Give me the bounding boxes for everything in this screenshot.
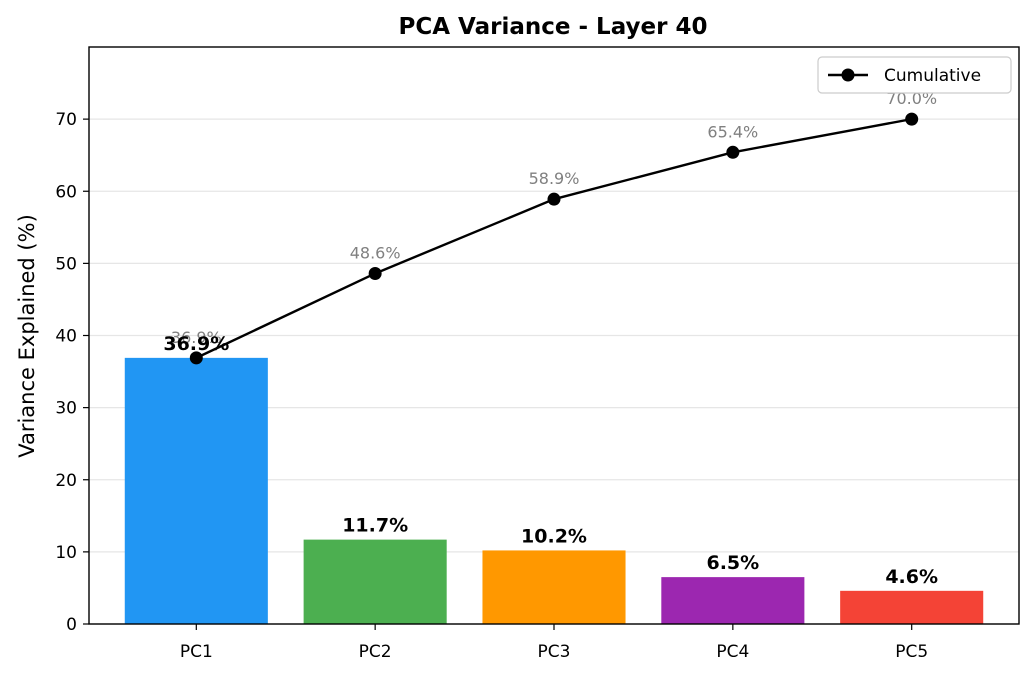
x-tick-label: PC1 — [180, 642, 213, 662]
bar-value-label: 11.7% — [342, 515, 408, 537]
bar-pc4 — [661, 577, 805, 624]
y-axis-label: Variance Explained (%) — [15, 214, 39, 458]
y-tick-label: 70 — [55, 110, 77, 130]
cumulative-line-group: 36.9% 48.6% 58.9% 65.4% 70.0% — [171, 89, 937, 365]
cumulative-point — [368, 266, 382, 280]
y-tick-label: 30 — [55, 399, 77, 419]
x-tick-label: PC3 — [538, 642, 571, 662]
cumulative-value-label: 70.0% — [886, 89, 937, 108]
bar-value-label: 10.2% — [521, 525, 587, 547]
x-tick-label: PC4 — [716, 642, 749, 662]
cumulative-point — [905, 112, 919, 126]
bar-pc3 — [482, 550, 626, 624]
cumulative-value-label: 65.4% — [707, 122, 758, 141]
y-tick-label: 20 — [55, 471, 77, 491]
bar-value-label: 4.6% — [885, 566, 938, 588]
bar-value-label: 6.5% — [706, 552, 759, 574]
cumulative-point — [726, 145, 740, 159]
bars — [124, 357, 984, 624]
legend-box — [817, 56, 1012, 94]
cumulative-point — [189, 351, 203, 365]
x-tick-label: PC5 — [895, 642, 928, 662]
bar-pc1 — [124, 357, 268, 624]
y-tick-label: 0 — [66, 615, 77, 635]
cumulative-value-label: 48.6% — [350, 243, 401, 262]
y-tick-label: 50 — [55, 254, 77, 274]
cumulative-value-label: 58.9% — [529, 169, 580, 188]
bar-value-label: 36.9% — [163, 333, 229, 355]
bar-pc2 — [303, 539, 447, 624]
chart-title: PCA Variance - Layer 40 — [399, 14, 708, 40]
y-tick-label: 10 — [55, 543, 77, 563]
bar-pc5 — [840, 590, 984, 624]
cumulative-value-label: 36.9% — [171, 328, 222, 347]
legend: Cumulative — [817, 56, 1012, 94]
legend-label: Cumulative — [884, 66, 981, 86]
x-tick-label: PC2 — [359, 642, 392, 662]
data-labels: 36.9% 11.7% 10.2% 6.5% 4.6% — [163, 333, 938, 588]
axes: 0 10 20 30 40 50 60 70 PC1 PC2 PC3 PC4 PC5 — [55, 46, 1020, 662]
cumulative-point — [547, 192, 561, 206]
legend-marker — [841, 68, 855, 82]
y-tick-label: 60 — [55, 182, 77, 202]
y-tick-label: 40 — [55, 327, 77, 347]
